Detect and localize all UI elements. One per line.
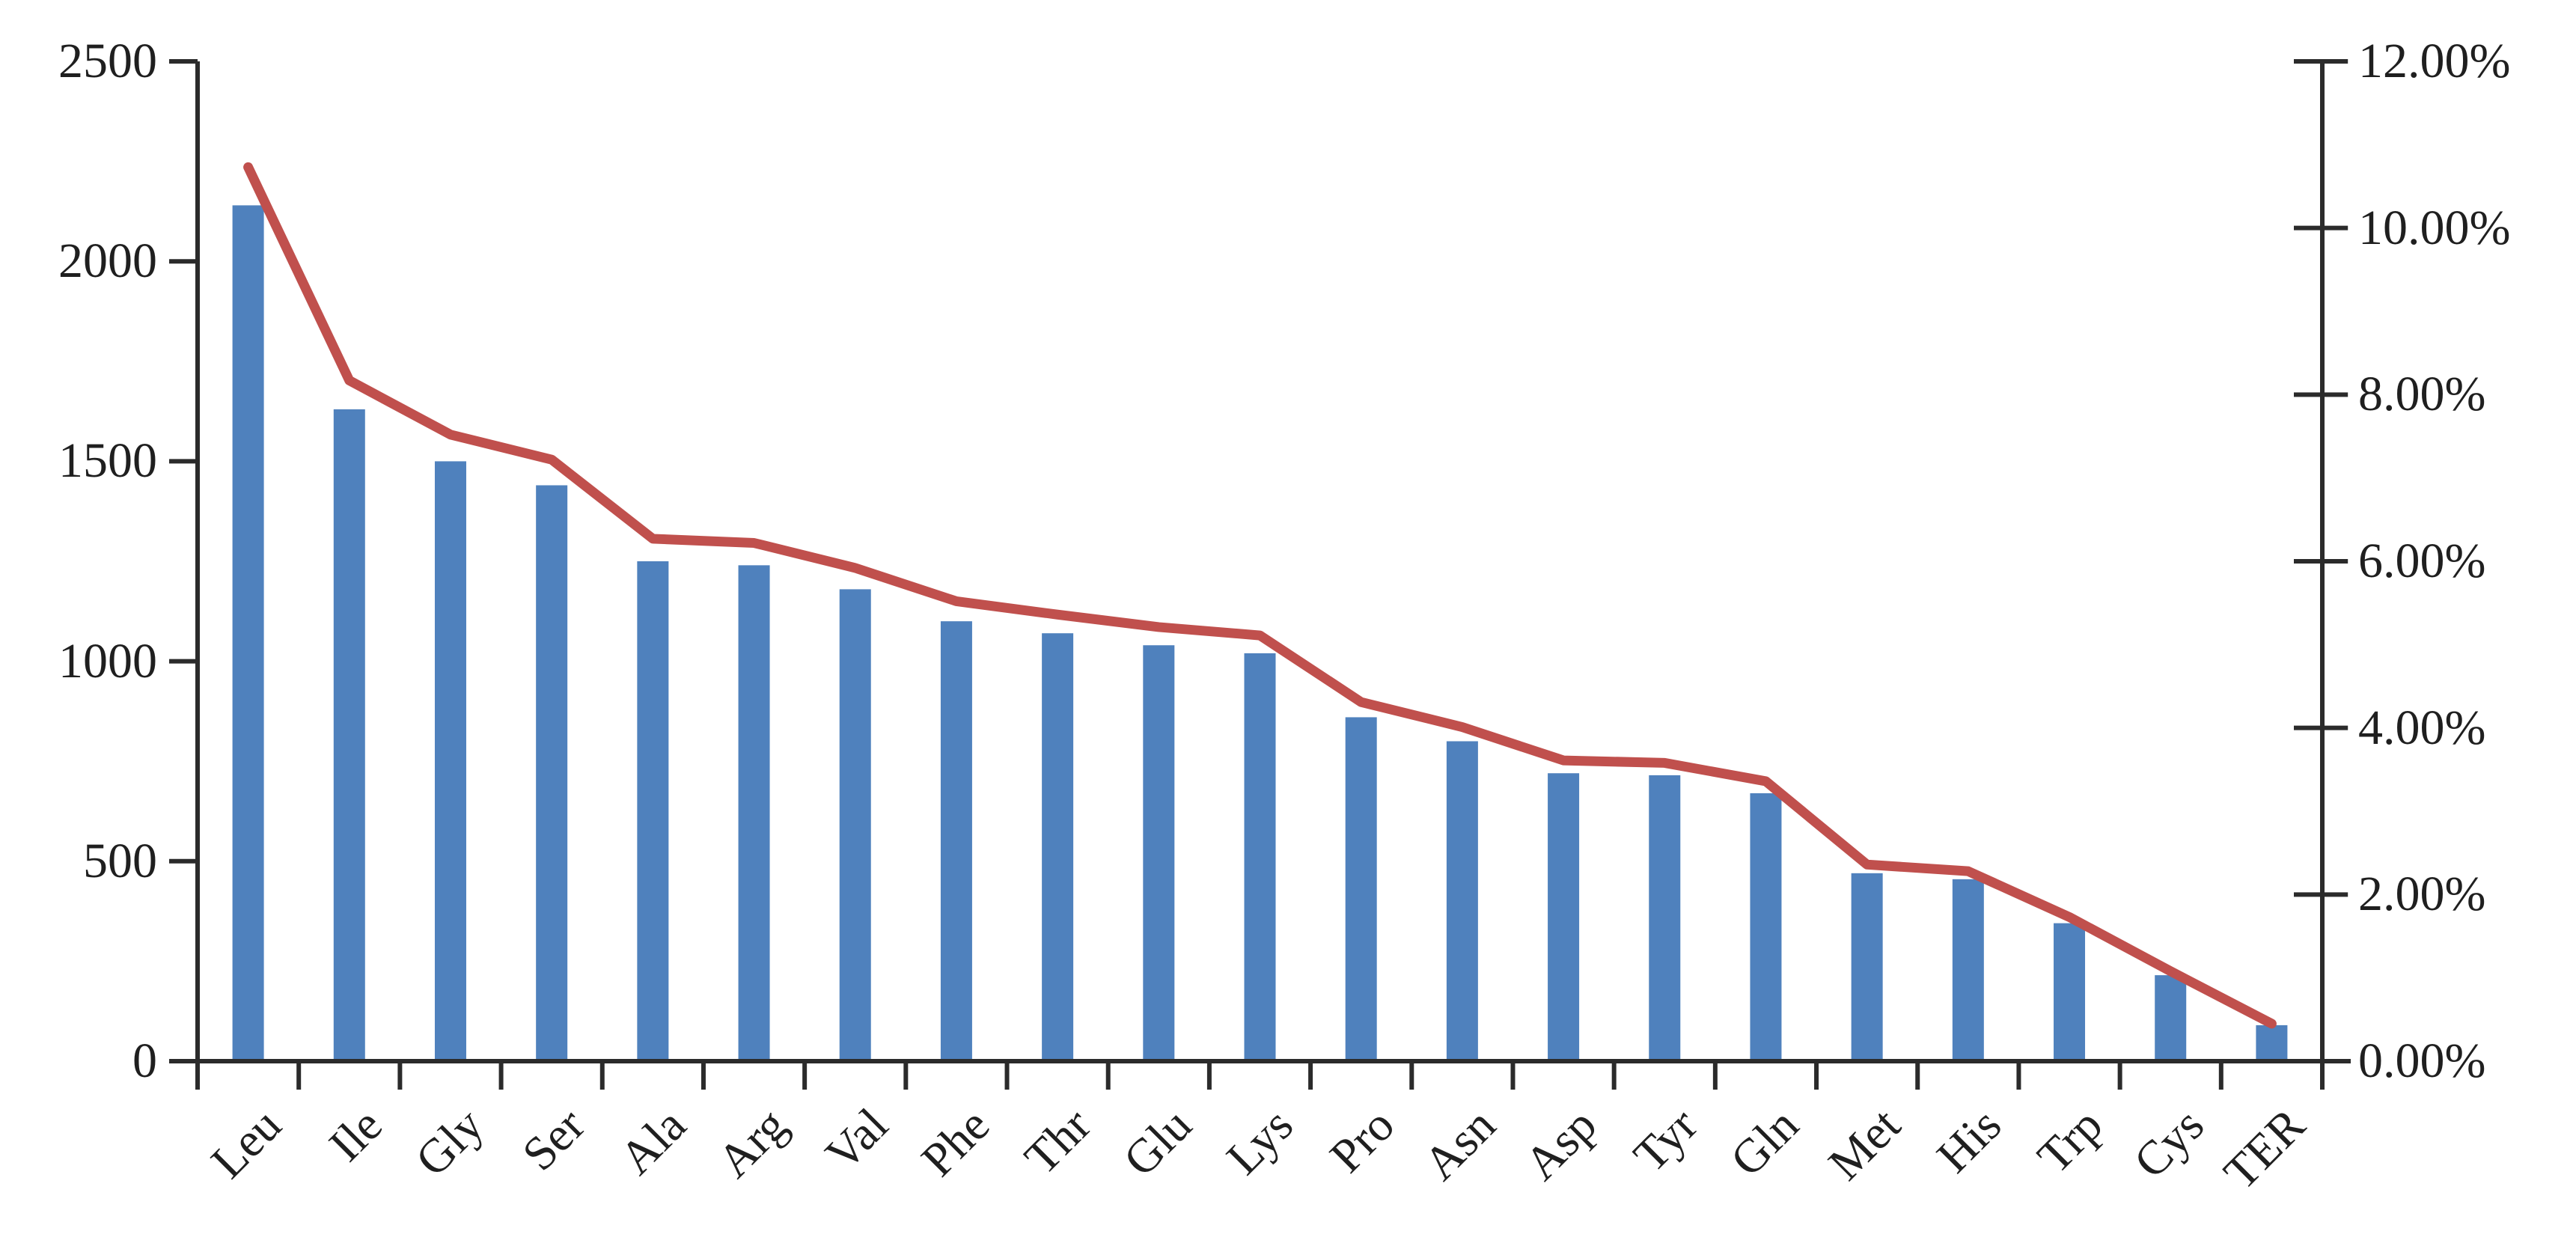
y-left-tick-label: 2500 [58,34,157,88]
bar-gly [434,461,466,1061]
bar-lys [1244,653,1276,1061]
y-left-tick-label: 1000 [58,633,157,688]
y-right-tick-label: 4.00% [2358,700,2486,755]
bar-tyr [1649,775,1681,1061]
bar-arg [738,565,770,1061]
y-right-tick-label: 8.00% [2358,367,2486,422]
y-right-tick-label: 2.00% [2358,867,2486,922]
y-right-tick-label: 10.00% [2358,200,2511,255]
y-right-tick-label: 0.00% [2358,1033,2486,1088]
bar-gln [1750,793,1782,1061]
bar-cys [2155,975,2187,1061]
y-left-tick-label: 2000 [58,233,157,289]
y-left-tick-label: 0 [132,1033,157,1088]
y-left-tick-label: 500 [83,833,157,888]
bar-phe [940,621,972,1061]
bar-trp [2054,923,2086,1061]
bar-thr [1042,633,1074,1061]
bar-glu [1143,645,1175,1061]
bar-ile [333,409,365,1061]
y-right-tick-label: 6.00% [2358,534,2486,588]
y-left-tick-label: 1500 [58,433,157,489]
bar-asn [1446,741,1478,1061]
y-right-tick-label: 12.00% [2358,34,2511,88]
bar-his [1952,879,1984,1061]
bar-asp [1548,773,1580,1061]
bar-ter [2256,1025,2288,1061]
bar-leu [232,205,264,1061]
bar-met [1851,873,1883,1061]
percentage-line [243,162,2277,1029]
bar-val [839,589,871,1061]
bar-pro [1345,717,1377,1061]
bar-ala [637,561,669,1061]
bar-ser [536,485,568,1061]
